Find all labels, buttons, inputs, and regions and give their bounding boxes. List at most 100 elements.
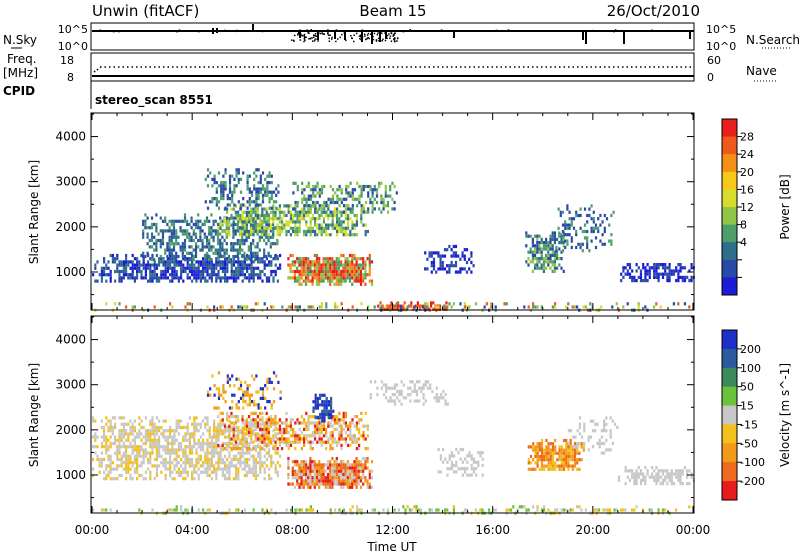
heatmap-cell: [206, 452, 208, 455]
heatmap-cell: [310, 217, 312, 220]
heatmap-cell: [305, 267, 307, 270]
heatmap-cell: [294, 486, 296, 489]
heatmap-cell: [325, 264, 327, 267]
heatmap-cell: [169, 280, 171, 283]
heatmap-cell: [285, 418, 287, 421]
heatmap-cell: [292, 227, 294, 230]
heatmap-cell: [225, 390, 227, 393]
heatmap-cell: [647, 279, 649, 282]
heatmap-cell: [376, 387, 378, 390]
heatmap-cell: [320, 276, 322, 279]
heatmap-cell: [249, 203, 251, 206]
heatmap-cell: [167, 452, 169, 455]
heatmap-cell: [321, 394, 323, 397]
heatmap-cell: [204, 280, 206, 283]
heatmap-cell: [187, 471, 189, 474]
heatmap-cell: [369, 188, 371, 191]
heatmap-cell: [361, 188, 363, 191]
heatmap-cell: [262, 200, 264, 203]
heatmap-cell: [576, 461, 578, 464]
heatmap-cell: [264, 302, 266, 305]
heatmap-cell: [301, 270, 303, 273]
heatmap-cell: [394, 403, 396, 406]
heatmap-cell: [287, 483, 289, 486]
heatmap-cell: [255, 447, 257, 450]
heatmap-cell: [92, 468, 94, 471]
heatmap-cell: [316, 428, 318, 431]
heatmap-cell: [272, 421, 274, 424]
heatmap-cell: [543, 270, 545, 273]
heatmap-cell: [210, 226, 212, 229]
heatmap-cell: [583, 445, 585, 448]
heatmap-cell: [528, 468, 530, 471]
heatmap-cell: [385, 390, 387, 393]
nsky-dot: [308, 38, 310, 40]
heatmap-cell: [473, 264, 475, 267]
heatmap-cell: [356, 463, 358, 466]
heatmap-cell: [356, 476, 358, 479]
heatmap-cell: [593, 211, 595, 214]
heatmap-cell: [578, 458, 580, 461]
heatmap-cell: [242, 264, 244, 267]
heatmap-cell: [244, 458, 246, 461]
heatmap-cell: [107, 267, 109, 270]
heatmap-cell: [610, 432, 612, 435]
heatmap-cell: [112, 432, 114, 435]
heatmap-cell: [455, 461, 457, 464]
heatmap-cell: [175, 252, 177, 255]
heatmap-cell: [188, 239, 190, 242]
heatmap-cell: [354, 224, 356, 227]
heatmap-cell: [448, 267, 450, 270]
heatmap-cell: [134, 436, 136, 439]
heatmap-cell: [235, 471, 237, 474]
heatmap-cell: [364, 479, 366, 482]
heatmap-cell: [534, 263, 536, 266]
heatmap-cell: [215, 229, 217, 232]
heatmap-cell: [255, 437, 257, 440]
heatmap-cell: [563, 468, 565, 471]
freq-unit-label: [MHz]: [3, 66, 38, 80]
heatmap-cell: [264, 468, 266, 471]
heatmap-cell: [184, 471, 186, 474]
heatmap-cell: [226, 418, 228, 421]
heatmap-cell: [145, 276, 147, 279]
heatmap-cell: [669, 273, 671, 276]
heatmap-cell: [213, 471, 215, 474]
heatmap-cell: [550, 461, 552, 464]
heatmap-cell: [584, 236, 586, 239]
heatmap-cell: [329, 486, 331, 489]
heatmap-cell: [232, 255, 234, 258]
heatmap-cell: [239, 267, 241, 270]
heatmap-cell: [237, 239, 239, 242]
heatmap-cell: [221, 255, 223, 258]
heatmap-cell: [325, 270, 327, 273]
nsky-dot: [393, 38, 395, 40]
heatmap-cell: [352, 198, 354, 201]
heatmap-cell: [342, 463, 344, 466]
heatmap-cell: [325, 276, 327, 279]
heatmap-cell: [202, 270, 204, 273]
heatmap-cell: [608, 224, 610, 227]
heatmap-cell: [680, 266, 682, 269]
heatmap-cell: [246, 230, 248, 233]
heatmap-cell: [204, 452, 206, 455]
heatmap-cell: [189, 432, 191, 435]
heatmap-cell: [340, 214, 342, 217]
heatmap-cell: [247, 387, 249, 390]
heatmap-cell: [253, 270, 255, 273]
heatmap-cell: [321, 211, 323, 214]
heatmap-cell: [361, 204, 363, 207]
heatmap-cell: [176, 270, 178, 273]
heatmap-cell: [180, 229, 182, 232]
heatmap-cell: [549, 267, 551, 270]
heatmap-cell: [191, 267, 193, 270]
heatmap-cell: [246, 441, 248, 444]
heatmap-cell: [326, 413, 328, 416]
heatmap-cell: [134, 429, 136, 432]
heatmap-cell: [188, 223, 190, 226]
heatmap-cell: [314, 483, 316, 486]
heatmap-cell: [132, 260, 134, 263]
heatmap-cell: [292, 270, 294, 273]
heatmap-cell: [165, 436, 167, 439]
heatmap-cell: [370, 393, 372, 396]
